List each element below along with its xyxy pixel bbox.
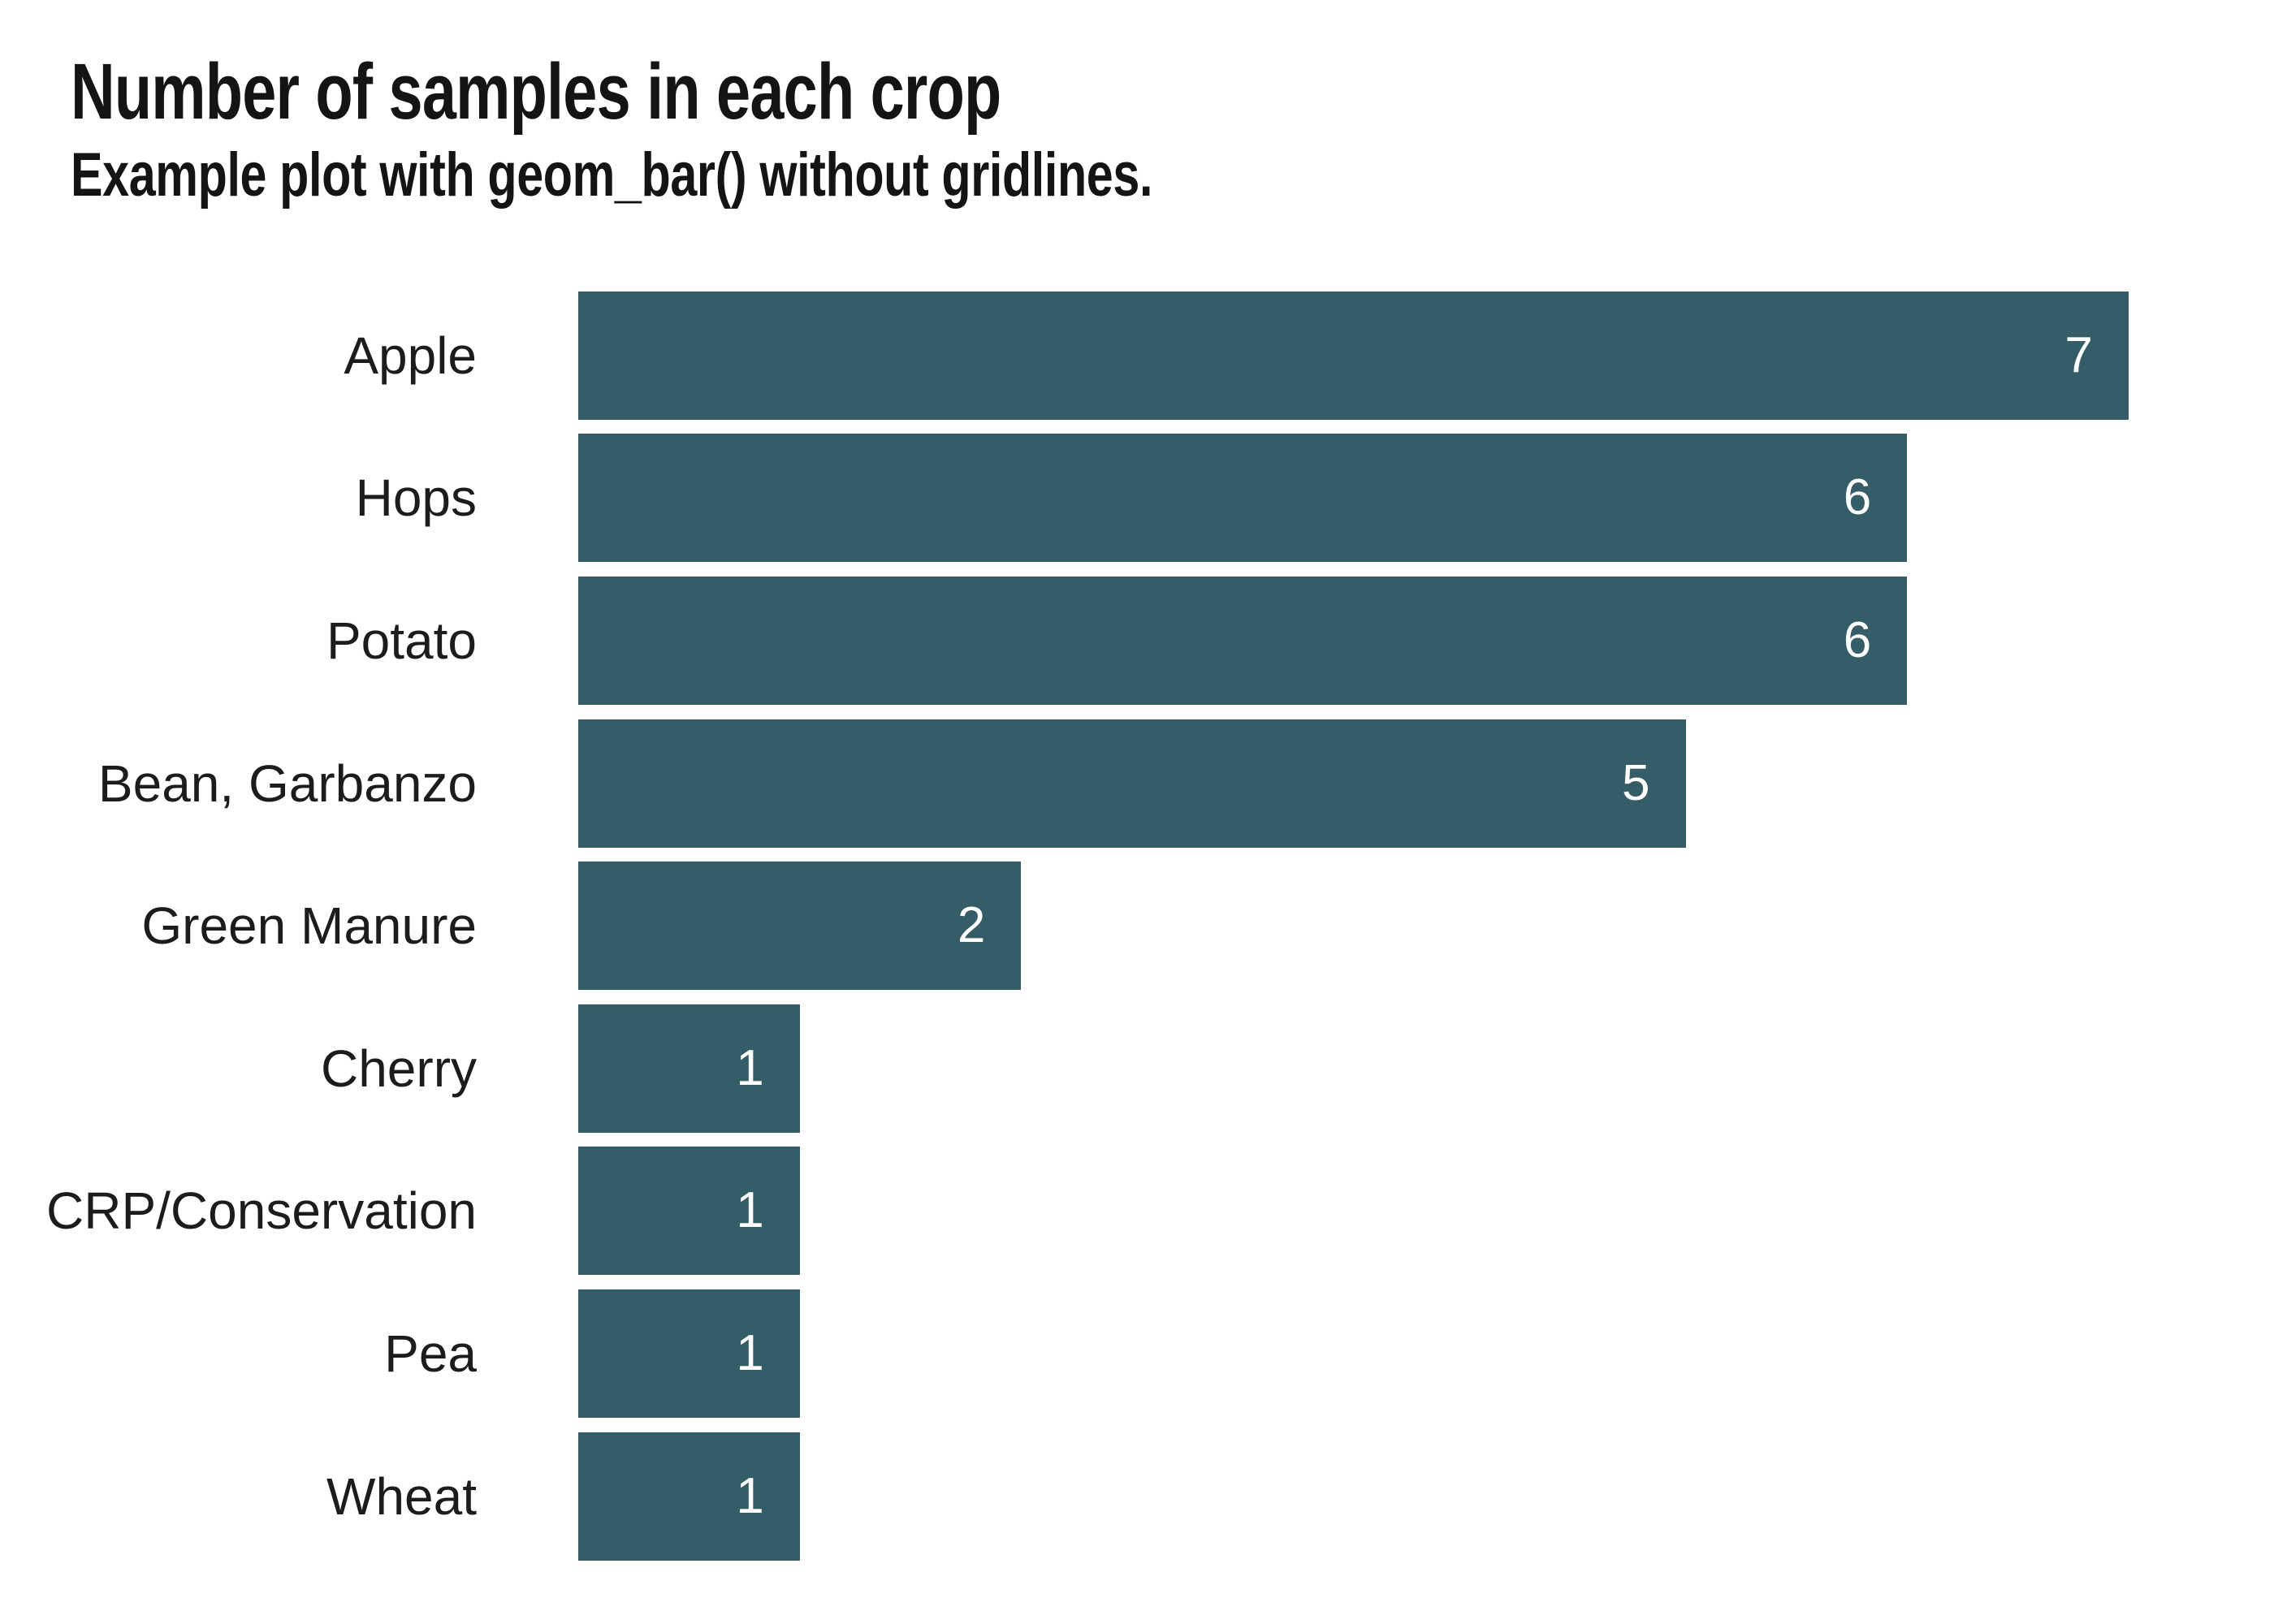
bar: 1 bbox=[578, 1432, 800, 1561]
bar-row-wheat: Wheat 1 bbox=[0, 1425, 2274, 1568]
value-label: 6 bbox=[1843, 469, 1872, 526]
bar-row-potato: Potato 6 bbox=[0, 569, 2274, 712]
bar-track: 6 bbox=[578, 576, 2274, 705]
value-label: 2 bbox=[957, 897, 986, 954]
bar-row-apple: Apple 7 bbox=[0, 284, 2274, 427]
bar: 1 bbox=[578, 1289, 800, 1418]
bar-track: 1 bbox=[578, 1147, 2274, 1276]
bar-track: 5 bbox=[578, 719, 2274, 848]
bar-track: 1 bbox=[578, 1432, 2274, 1561]
bar-row-bean-garbanzo: Bean, Garbanzo 5 bbox=[0, 712, 2274, 855]
value-label: 7 bbox=[2064, 326, 2093, 383]
value-label: 1 bbox=[736, 1467, 764, 1524]
category-label: Pea bbox=[384, 1324, 477, 1383]
value-label: 1 bbox=[736, 1039, 764, 1096]
bar: 5 bbox=[578, 719, 1686, 848]
bar-row-pea: Pea 1 bbox=[0, 1282, 2274, 1425]
bar-track: 2 bbox=[578, 862, 2274, 991]
bar-track: 1 bbox=[578, 1004, 2274, 1133]
category-label: Cherry bbox=[320, 1039, 477, 1098]
category-label: CRP/Conservation bbox=[46, 1181, 477, 1241]
chart-title: Number of samples in each crop bbox=[71, 47, 1001, 136]
chart-subtitle: Example plot with geom_bar() without gri… bbox=[71, 140, 1153, 209]
bar-row-green-manure: Green Manure 2 bbox=[0, 854, 2274, 997]
category-label: Wheat bbox=[326, 1466, 477, 1526]
value-label: 5 bbox=[1622, 754, 1650, 811]
bar: 7 bbox=[578, 291, 2129, 420]
bar-row-hops: Hops 6 bbox=[0, 427, 2274, 570]
category-label: Apple bbox=[344, 326, 477, 385]
bar-track: 7 bbox=[578, 291, 2274, 420]
category-label: Bean, Garbanzo bbox=[97, 754, 477, 813]
bar-track: 6 bbox=[578, 434, 2274, 563]
bar: 1 bbox=[578, 1147, 800, 1276]
category-label: Green Manure bbox=[141, 896, 477, 956]
bar: 2 bbox=[578, 862, 1022, 991]
category-label: Hops bbox=[355, 469, 477, 528]
category-label: Potato bbox=[326, 611, 477, 670]
bar: 6 bbox=[578, 434, 1908, 563]
bar-row-crp-conservation: CRP/Conservation 1 bbox=[0, 1140, 2274, 1283]
bar-row-cherry: Cherry 1 bbox=[0, 997, 2274, 1140]
value-label: 6 bbox=[1843, 611, 1872, 668]
value-label: 1 bbox=[736, 1324, 764, 1381]
value-label: 1 bbox=[736, 1182, 764, 1239]
bar: 6 bbox=[578, 576, 1908, 705]
plot-area: Apple 7 Hops 6 Potato 6 Bean, Garbanzo 5 bbox=[0, 284, 2274, 1567]
bar: 1 bbox=[578, 1004, 800, 1133]
bar-track: 1 bbox=[578, 1289, 2274, 1418]
